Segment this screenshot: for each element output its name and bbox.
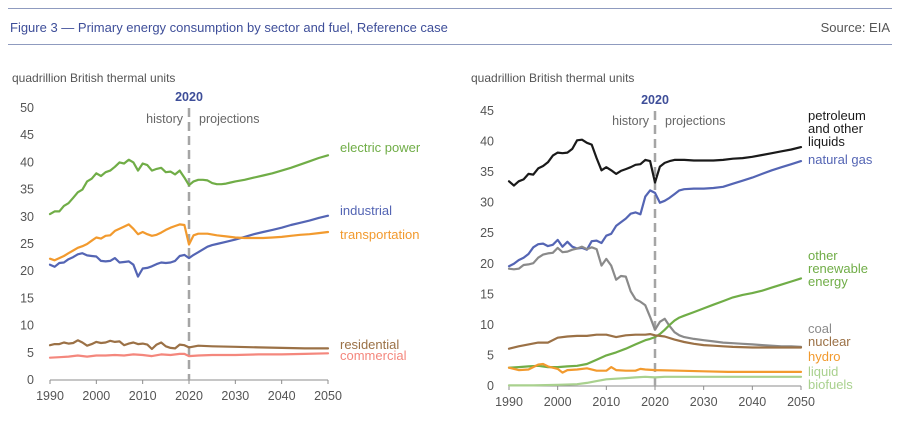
x-tick-label: 2050 xyxy=(787,395,815,409)
series-line-other-renewable-energy xyxy=(507,277,803,369)
y-tick-label: 40 xyxy=(480,135,494,149)
x-tick-label: 2010 xyxy=(129,389,157,403)
y-tick-label: 35 xyxy=(20,183,34,197)
series-label: nuclear xyxy=(808,334,851,349)
top-rule xyxy=(8,8,892,9)
y-tick-label: 25 xyxy=(480,226,494,240)
y-tick-label: 0 xyxy=(487,379,494,393)
series-line-petroleum-and-other-liquids xyxy=(507,138,803,187)
series-label: liquid xyxy=(808,364,838,379)
history-label: history xyxy=(612,114,650,128)
x-tick-label: 2000 xyxy=(82,389,110,403)
projections-label: projections xyxy=(199,112,259,126)
x-tick-label: 2040 xyxy=(738,395,766,409)
series-line-liquid-biofuels xyxy=(507,375,803,387)
divider-year-label: 2020 xyxy=(175,90,203,104)
x-tick-label: 1990 xyxy=(495,395,523,409)
series-label: transportation xyxy=(340,227,420,242)
y-tick-label: 5 xyxy=(27,346,34,360)
y-tick-label: 10 xyxy=(20,319,34,333)
series-label: energy xyxy=(808,274,848,289)
series-label: renewable xyxy=(808,261,868,276)
history-label: history xyxy=(146,112,184,126)
y-axis-label: quadrillion British thermal units xyxy=(12,71,175,85)
series-label: commercial xyxy=(340,348,407,363)
series-line-transportation xyxy=(48,223,330,262)
x-tick-label: 2020 xyxy=(641,395,669,409)
y-tick-label: 40 xyxy=(20,155,34,169)
series-line-commercial xyxy=(48,352,330,359)
x-tick-label: 1990 xyxy=(36,389,64,403)
divider-year-label: 2020 xyxy=(641,93,669,107)
series-line-industrial xyxy=(48,214,330,278)
x-tick-label: 2030 xyxy=(221,389,249,403)
y-tick-label: 0 xyxy=(27,373,34,387)
y-tick-label: 30 xyxy=(20,210,34,224)
y-tick-label: 20 xyxy=(480,257,494,271)
series-label: and other xyxy=(808,121,864,136)
y-tick-label: 15 xyxy=(20,291,34,305)
y-axis-label: quadrillion British thermal units xyxy=(471,71,634,85)
x-tick-label: 2050 xyxy=(314,389,342,403)
x-tick-label: 2020 xyxy=(175,389,203,403)
series-line-nuclear xyxy=(507,333,803,350)
series-label: electric power xyxy=(340,140,421,155)
y-tick-label: 35 xyxy=(480,165,494,179)
series-label: residential xyxy=(340,337,399,352)
y-tick-label: 10 xyxy=(480,318,494,332)
y-tick-label: 50 xyxy=(20,101,34,115)
series-label: industrial xyxy=(340,203,392,218)
figure-title: Figure 3 — Primary energy consumption by… xyxy=(10,20,448,35)
series-line-hydro xyxy=(507,362,803,374)
x-tick-label: 2000 xyxy=(544,395,572,409)
series-line-coal xyxy=(507,245,803,348)
header-rule xyxy=(8,44,892,45)
series-label: biofuels xyxy=(808,377,853,392)
x-tick-label: 2040 xyxy=(268,389,296,403)
y-tick-label: 45 xyxy=(20,128,34,142)
series-label: petroleum xyxy=(808,108,866,123)
y-tick-label: 5 xyxy=(487,348,494,362)
series-label: hydro xyxy=(808,349,841,364)
y-tick-label: 25 xyxy=(20,237,34,251)
y-tick-label: 45 xyxy=(480,104,494,118)
y-tick-label: 20 xyxy=(20,264,34,278)
series-label: liquids xyxy=(808,134,845,149)
series-label: natural gas xyxy=(808,152,873,167)
series-line-residential xyxy=(48,339,330,351)
series-label: coal xyxy=(808,321,832,336)
series-label: other xyxy=(808,248,838,263)
series-line-natural-gas xyxy=(507,160,803,268)
x-tick-label: 2030 xyxy=(690,395,718,409)
y-tick-label: 15 xyxy=(480,287,494,301)
source-note: Source: EIA xyxy=(820,20,890,35)
projections-label: projections xyxy=(665,114,725,128)
series-line-electric-power xyxy=(48,154,330,216)
x-tick-label: 2010 xyxy=(592,395,620,409)
y-tick-label: 30 xyxy=(480,196,494,210)
